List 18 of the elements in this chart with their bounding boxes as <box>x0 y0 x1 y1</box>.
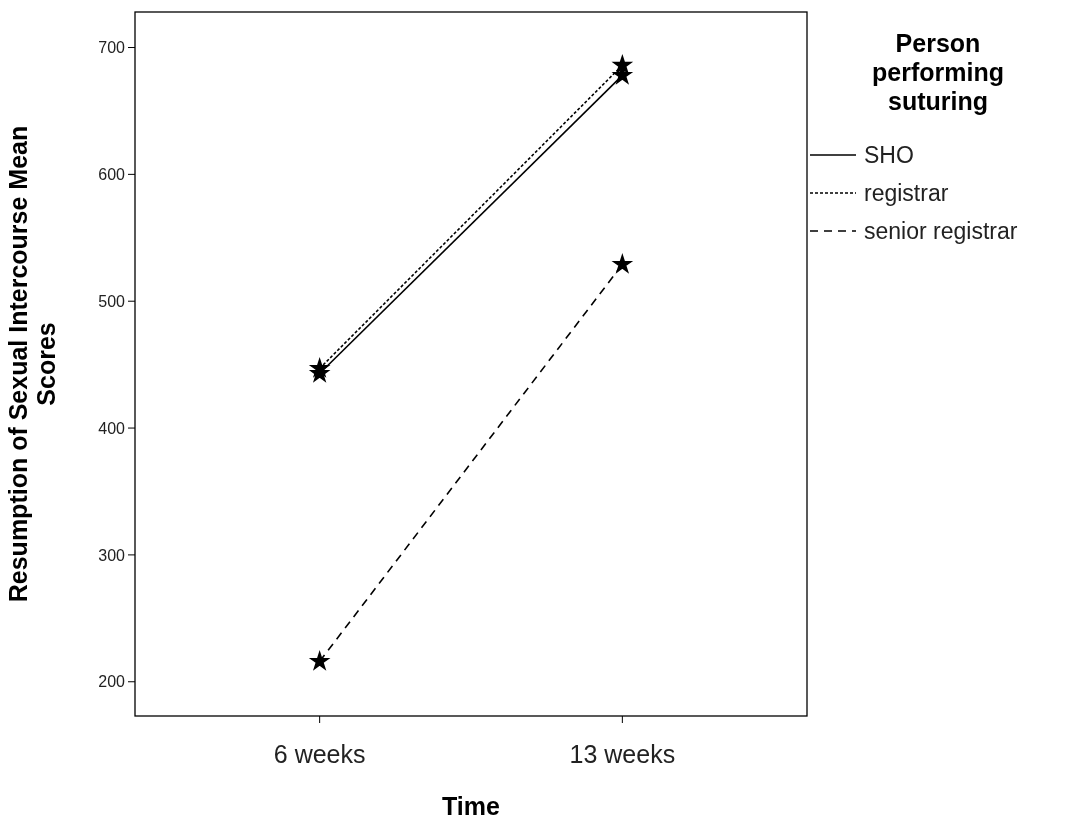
x-axis-title: Time <box>442 792 501 820</box>
y-tick-label: 200 <box>98 673 126 691</box>
point <box>613 254 632 273</box>
y-tick-label: 700 <box>98 39 126 57</box>
point <box>310 651 329 670</box>
legend-label: registrar <box>864 180 949 207</box>
y-tick-label: 400 <box>98 419 126 437</box>
legend-label: senior registrar <box>864 218 1018 245</box>
legend-label: SHO <box>864 142 914 169</box>
x-tick-label: 6 weeks <box>273 740 366 768</box>
y-tick-label: 300 <box>98 546 126 564</box>
point <box>613 55 632 74</box>
legend-title: Person performing suturing <box>872 29 1004 115</box>
y-tick-label: 600 <box>98 165 126 183</box>
y-tick-label: 500 <box>98 292 126 310</box>
point <box>310 358 329 377</box>
y-axis-title: Resumption of Sexual Intercourse Mean Scores <box>4 125 60 603</box>
x-tick-label: 13 weeks <box>569 740 676 768</box>
